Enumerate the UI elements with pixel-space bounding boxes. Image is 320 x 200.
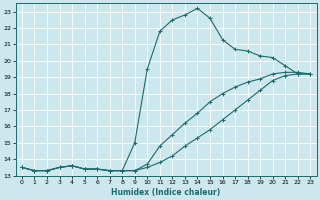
X-axis label: Humidex (Indice chaleur): Humidex (Indice chaleur) [111,188,221,197]
